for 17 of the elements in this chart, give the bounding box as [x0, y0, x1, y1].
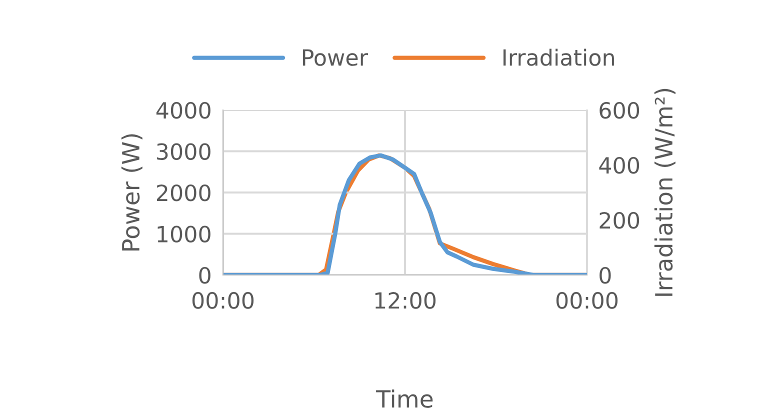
y-tick-label: 0: [199, 266, 210, 284]
x-tick-label: 12:00: [375, 292, 436, 309]
y2-tick-label: 400: [599, 156, 640, 174]
x-tick-label: 00:00: [192, 292, 254, 309]
y-tick-label: 1000: [158, 226, 210, 243]
y-tick-label: 4000: [156, 102, 210, 119]
y2-tick-label: 600: [600, 102, 640, 119]
y-tick-label: 3000: [157, 143, 210, 160]
x-tick-label: 00:00: [556, 292, 618, 309]
y2-tick-label: 200: [600, 212, 640, 229]
y-axis-title: Power (W): [121, 134, 142, 251]
y2-axis-title: Irradiation (W/m²): [654, 88, 676, 296]
legend-label: Power: [303, 49, 368, 66]
x-axis-title: Time: [376, 390, 433, 408]
y2-tick-label: 0: [600, 266, 611, 284]
y-tick-label: 2000: [156, 184, 210, 202]
legend-label: Irradiation: [504, 48, 614, 66]
